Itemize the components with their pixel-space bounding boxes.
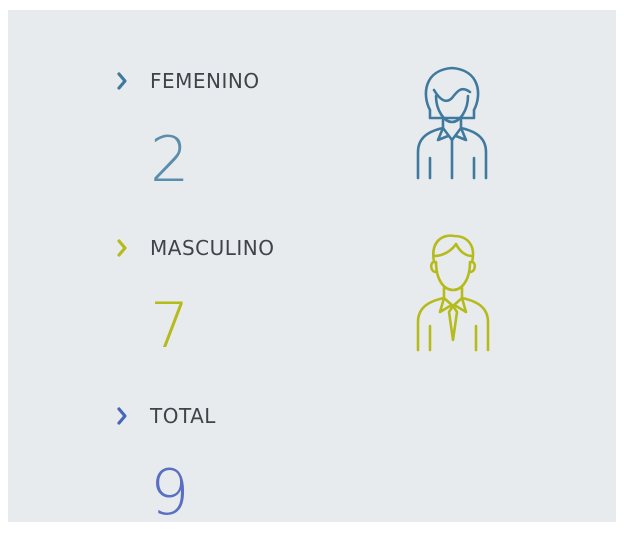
male-icon bbox=[416, 234, 490, 352]
item-value: 2 bbox=[150, 123, 189, 196]
item-value: 9 bbox=[150, 456, 189, 529]
panel bbox=[8, 10, 616, 522]
female-icon bbox=[416, 66, 488, 180]
item-label: TOTAL bbox=[149, 404, 216, 428]
item-label: MASCULINO bbox=[150, 236, 274, 260]
chevron bbox=[117, 72, 127, 90]
chevron bbox=[117, 239, 127, 257]
chevron bbox=[117, 407, 127, 425]
item-label: FEMENINO bbox=[150, 69, 260, 93]
item-value: 7 bbox=[150, 289, 189, 362]
